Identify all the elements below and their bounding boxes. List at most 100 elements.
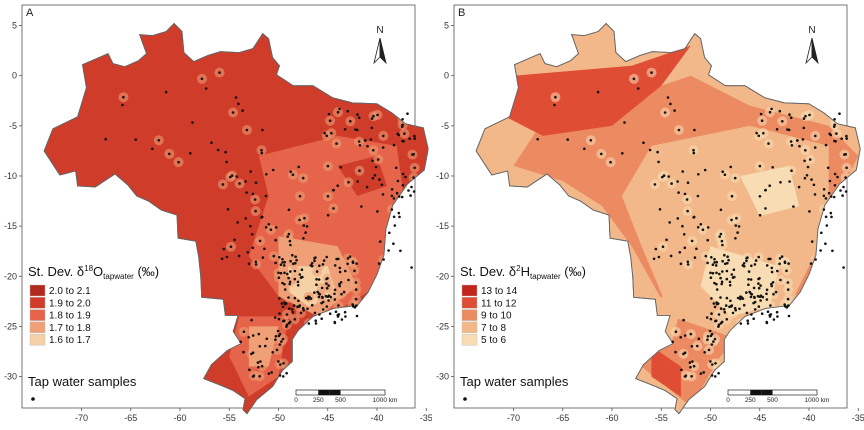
tap-water-sample-point (842, 266, 845, 269)
tap-water-sample-point (729, 305, 733, 308)
tap-water-sample-point (225, 160, 228, 164)
x-tick-label: -35 (420, 413, 432, 423)
tap-water-sample-point (380, 183, 384, 187)
tap-water-sample-point (728, 284, 732, 287)
tap-water-sample-point (370, 126, 374, 130)
tap-water-sample-point (683, 351, 687, 355)
tap-water-sample-point (692, 151, 696, 155)
tap-water-sample-point (682, 233, 686, 236)
tap-water-sample-point (803, 159, 806, 163)
tap-water-sample-point (200, 77, 204, 81)
panel-letter: B (458, 7, 465, 19)
tap-water-sample-point (689, 365, 692, 369)
tap-water-sample-point (278, 332, 282, 336)
tap-water-sample-point (792, 205, 795, 208)
tap-water-sample-point (729, 299, 732, 303)
tap-water-sample-point (715, 282, 718, 286)
tap-water-sample-point (827, 191, 831, 195)
tap-water-sample-point (536, 137, 539, 141)
tap-water-sample-point (261, 256, 265, 259)
tap-water-sample-point (400, 195, 404, 199)
tap-water-sample-point (702, 371, 705, 374)
tap-water-sample-point (769, 257, 772, 261)
tap-water-sample-point (719, 208, 723, 212)
tap-water-sample-point (325, 282, 328, 285)
tap-water-sample-point (403, 132, 406, 135)
tap-water-sample-point (264, 226, 268, 229)
tap-water-sample-point (210, 141, 213, 144)
legend-item-label: 7 to 8 (481, 323, 506, 334)
legend-swatch (461, 297, 478, 309)
y-tick-label: 0 (444, 71, 449, 81)
tap-water-sample-point (826, 166, 830, 170)
tap-water-sample-point (237, 254, 241, 258)
tap-water-sample-point (281, 305, 285, 309)
tap-water-sample-point (804, 114, 807, 118)
tap-water-sample-point (254, 181, 258, 184)
legend-item-label: 1.7 to 1.8 (49, 323, 91, 334)
tap-water-sample-point (710, 255, 713, 259)
tap-water-sample-point (717, 325, 720, 328)
tap-water-sample-point (723, 173, 727, 176)
tap-water-sample-point (226, 208, 230, 211)
tap-water-sample-point (683, 246, 687, 250)
tap-water-sample-point (310, 262, 314, 265)
tap-water-sample-point (412, 190, 416, 193)
tap-water-sample-point (733, 176, 737, 180)
tap-water-sample-point (679, 262, 683, 266)
tap-water-sample-point (752, 286, 756, 290)
tap-water-sample-point (381, 193, 385, 196)
tap-water-sample-point (338, 282, 341, 286)
tap-water-sample-point (721, 243, 724, 247)
tap-water-sample-point (320, 286, 324, 290)
panel-letter: A (26, 7, 34, 19)
tap-water-sample-point (411, 153, 414, 156)
tap-water-sample-point (839, 189, 842, 192)
tap-water-sample-point (713, 305, 717, 309)
tap-water-sample-point (825, 224, 829, 227)
tap-water-sample-point (259, 360, 262, 363)
tap-water-sample-point (242, 350, 245, 354)
tap-water-sample-point (298, 218, 301, 222)
tap-water-sample-point (332, 188, 335, 192)
tap-water-sample-point (277, 360, 280, 363)
tap-water-sample-point (686, 181, 690, 184)
legend-swatch (461, 284, 478, 297)
y-tick-label: 5 (12, 21, 17, 31)
tap-water-sample-point (283, 302, 287, 306)
tap-water-sample-point (693, 256, 697, 259)
tap-water-sample-point (282, 319, 285, 323)
tap-water-sample-point (723, 310, 727, 314)
tap-water-sample-point (401, 139, 404, 143)
tap-water-sample-point (752, 317, 755, 321)
tap-water-sample-point (810, 240, 814, 243)
tap-water-sample-point (229, 245, 233, 248)
tap-water-sample-point (278, 297, 281, 300)
tap-water-sample-point (225, 255, 229, 259)
tap-water-sample-point (261, 128, 264, 132)
tap-water-sample-point (673, 109, 676, 112)
tap-water-sample-point (401, 123, 405, 127)
map-panel-a: -70 -65 -60 -55 -50 -45 -40 -35 5 0 -5 -10 -15 -20 -25… (4, 4, 432, 423)
tap-water-sample-point (808, 158, 812, 161)
tap-water-sample-point (609, 160, 612, 164)
tap-water-sample-point (287, 232, 291, 236)
tap-water-sample-point (274, 338, 277, 342)
tap-water-sample-point (410, 266, 413, 269)
tap-water-sample-point (819, 249, 822, 252)
tap-water-sample-point (739, 322, 743, 325)
tap-water-sample-point (336, 110, 340, 114)
tap-water-sample-point (334, 310, 338, 314)
tap-water-sample-point (748, 290, 751, 294)
tap-water-sample-point (724, 304, 728, 307)
tap-water-sample-point (775, 310, 779, 314)
tap-water-sample-point (734, 224, 738, 227)
tap-water-sample-point (758, 164, 762, 168)
tap-water-sample-point (845, 134, 848, 138)
tap-water-sample-point (676, 180, 679, 183)
tap-water-sample-point (351, 260, 355, 264)
value-zone (199, 236, 249, 297)
tap-water-sample-point (338, 270, 342, 274)
tap-water-sample-point (663, 111, 667, 114)
tap-water-sample-point (413, 166, 416, 170)
